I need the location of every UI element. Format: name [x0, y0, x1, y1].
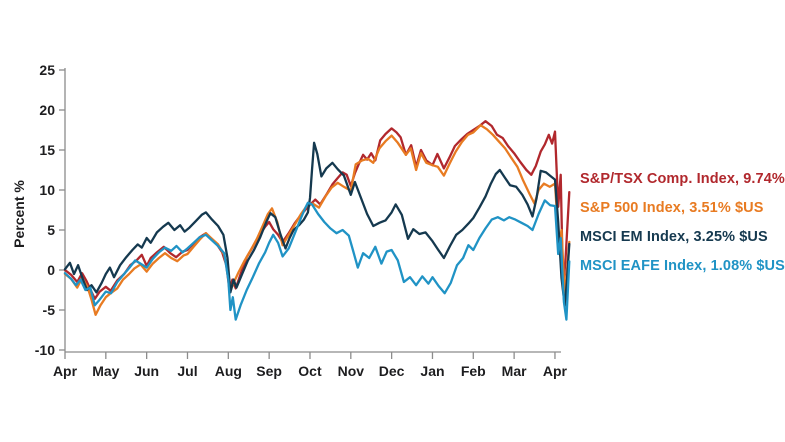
legend-item-sp500: S&P 500 Index, 3.51% $US — [580, 200, 764, 216]
y-tick-label: -5 — [43, 302, 56, 318]
series-line-msci-em — [63, 141, 571, 308]
x-tick-label: Jun — [134, 363, 159, 379]
x-tick-label: Feb — [461, 363, 486, 379]
y-tick-label: 15 — [39, 142, 55, 158]
y-tick-label: 20 — [39, 102, 55, 118]
y-tick-label: -10 — [35, 342, 55, 358]
x-tick-label: Oct — [298, 363, 322, 379]
y-tick-label: 0 — [47, 262, 55, 278]
x-tick-label: Nov — [338, 363, 365, 379]
x-tick-label: Sep — [256, 363, 282, 379]
x-tick-label: Aug — [215, 363, 242, 379]
x-tick-label: May — [92, 363, 119, 379]
legend-item-msci-eafe: MSCI EAFE Index, 1.08% $US — [580, 258, 785, 274]
series-line-sptsx-comp — [63, 120, 571, 300]
series-line-msci-eafe — [63, 199, 571, 321]
legend-item-msci-em: MSCI EM Index, 3.25% $US — [580, 229, 768, 245]
y-tick-label: 10 — [39, 182, 55, 198]
y-tick-label: 5 — [47, 222, 55, 238]
x-tick-label: Apr — [543, 363, 568, 379]
x-axis: Apr May Jun Jul Aug Sep Oct Nov Dec Jan Feb Mar Apr — [53, 351, 568, 379]
y-axis-title: Percent % — [11, 180, 27, 248]
y-axis: 25 20 15 10 5 0 -5 -10 — [35, 62, 66, 358]
x-tick-label: Jan — [420, 363, 444, 379]
legend-item-sptsx-comp: S&P/TSX Comp. Index, 9.74% $CA — [580, 171, 785, 187]
x-tick-label: Mar — [502, 363, 527, 379]
x-tick-label: Jul — [177, 363, 197, 379]
x-tick-label: Dec — [379, 363, 405, 379]
y-tick-label: 25 — [39, 62, 55, 78]
x-tick-label: Apr — [53, 363, 78, 379]
